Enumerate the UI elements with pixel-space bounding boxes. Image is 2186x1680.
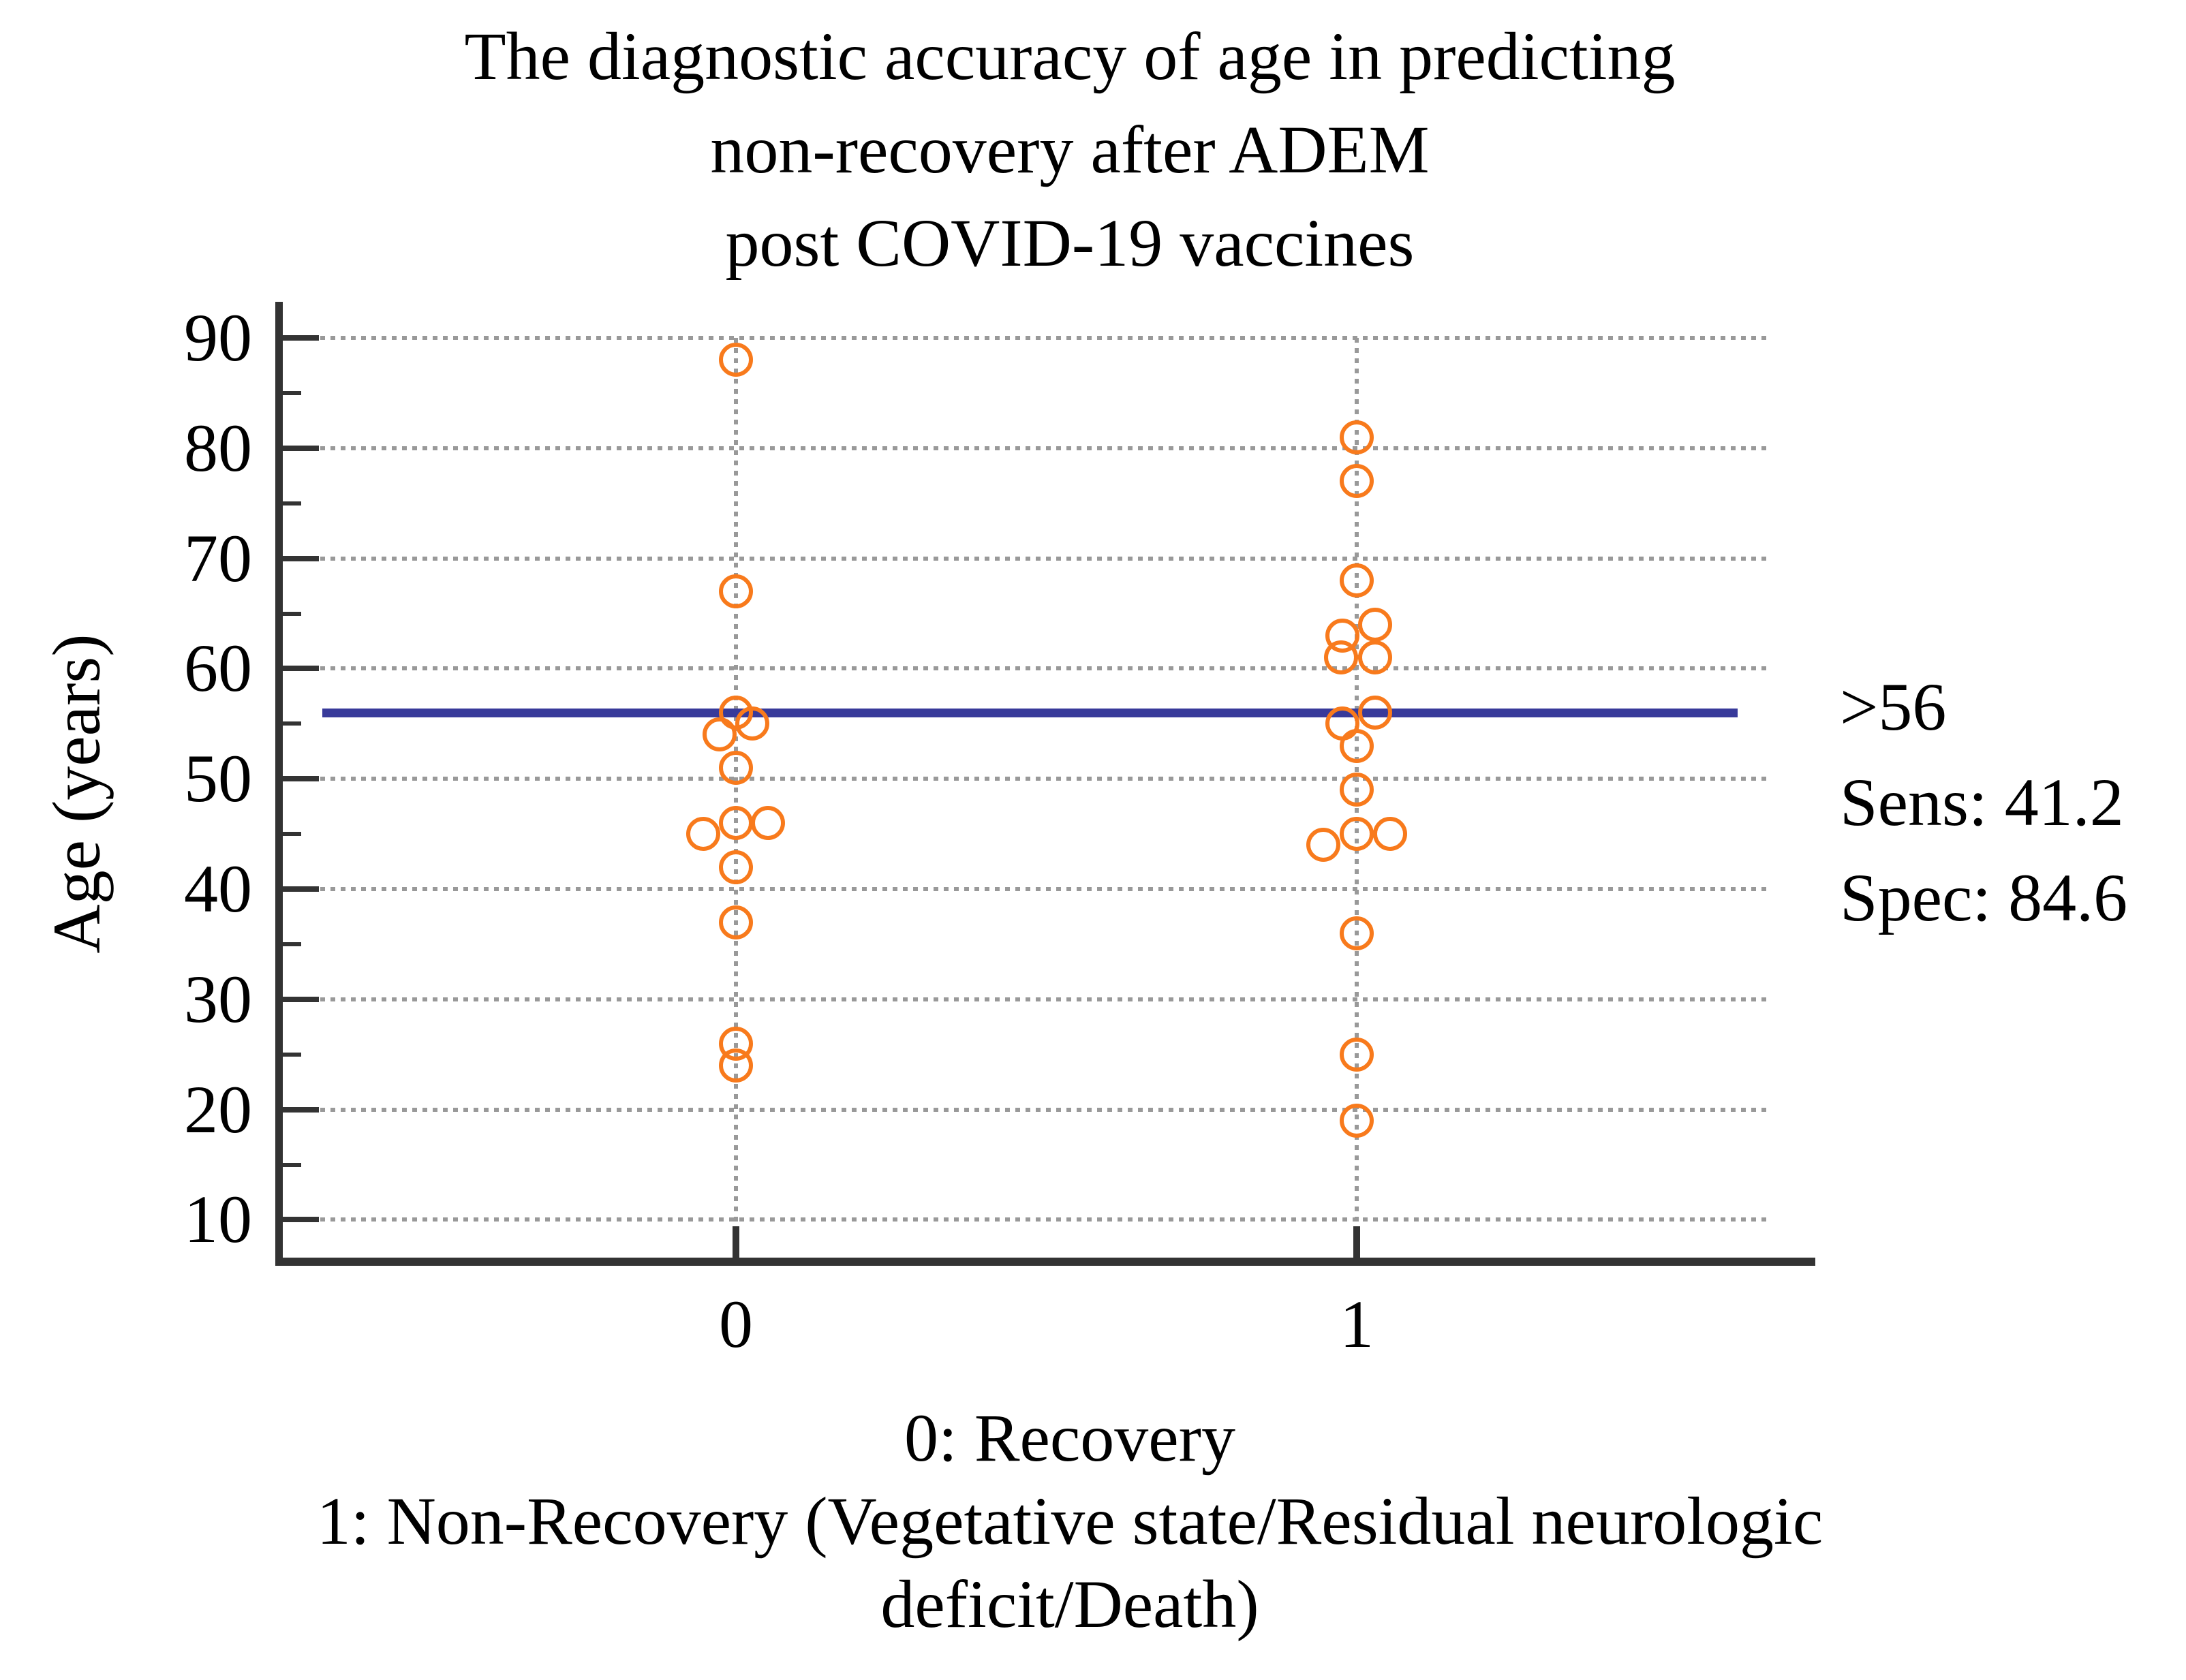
y-major-tick-20: [283, 1106, 319, 1113]
y-tick-label-20: 20: [184, 1071, 252, 1147]
y-minor-tick-35: [283, 942, 301, 946]
data-point: [1340, 464, 1374, 499]
y-minor-tick-15: [283, 1162, 301, 1167]
y-major-tick-70: [283, 555, 319, 561]
y-tick-label-90: 90: [184, 300, 252, 375]
gridline-y-20: [320, 1107, 1766, 1112]
x-tick-label-0: 0: [719, 1286, 753, 1362]
title-line-2: non-recovery after ADEM: [710, 112, 1430, 187]
data-point: [719, 751, 753, 785]
gridline-y-70: [320, 556, 1766, 561]
y-minor-tick-55: [283, 721, 301, 726]
data-point: [1340, 420, 1374, 454]
data-point: [1358, 640, 1392, 675]
legend-line-nonrecovery: 1: Non-Recovery (Vegetative state/Residu…: [316, 1483, 1823, 1559]
sensitivity-label: Sens: 41.2: [1840, 764, 2124, 840]
data-point: [719, 1048, 753, 1083]
x-axis-line: [275, 1258, 1815, 1266]
y-tick-label-30: 30: [184, 961, 252, 1037]
category-legend: 0: Recovery 1: Non-Recovery (Vegetative …: [0, 1397, 2140, 1646]
y-axis-line: [275, 302, 283, 1266]
threshold-line: [322, 709, 1738, 718]
y-minor-tick-65: [283, 611, 301, 616]
gridline-y-80: [320, 446, 1766, 450]
x-tick-label-1: 1: [1340, 1286, 1374, 1362]
data-point: [1373, 817, 1407, 852]
data-point: [1358, 696, 1392, 730]
data-point: [719, 905, 753, 939]
data-point: [1340, 563, 1374, 597]
data-point: [1340, 916, 1374, 950]
data-point: [686, 817, 720, 852]
y-major-tick-10: [283, 1217, 319, 1223]
y-minor-tick-25: [283, 1052, 301, 1057]
y-major-tick-50: [283, 776, 319, 782]
criterion-label: >56: [1840, 669, 1947, 745]
gridline-y-30: [320, 997, 1766, 1001]
y-tick-label-50: 50: [184, 741, 252, 817]
threshold-annotation: >56 Sens: 41.2 Spec: 84.6: [1840, 659, 2127, 946]
legend-line-nonrecovery-cont: deficit/Death): [880, 1566, 1259, 1642]
y-tick-label-40: 40: [184, 851, 252, 927]
data-point: [1358, 607, 1392, 642]
data-point: [703, 717, 737, 752]
y-major-tick-90: [283, 335, 319, 341]
data-point: [719, 805, 753, 840]
data-point: [1340, 728, 1374, 763]
gridline-y-40: [320, 887, 1766, 891]
gridline-y-50: [320, 777, 1766, 781]
y-tick-label-70: 70: [184, 520, 252, 596]
data-point: [719, 850, 753, 884]
y-minor-tick-75: [283, 501, 301, 505]
x-tick-1: [1353, 1226, 1360, 1258]
data-point: [1340, 773, 1374, 807]
y-major-tick-30: [283, 996, 319, 1002]
y-minor-tick-45: [283, 832, 301, 837]
gridline-y-60: [320, 666, 1766, 671]
y-major-tick-80: [283, 445, 319, 451]
gridline-y-10: [320, 1217, 1766, 1222]
legend-line-recovery: 0: Recovery: [904, 1400, 1235, 1476]
chart-title: The diagnostic accuracy of age in predic…: [0, 10, 2140, 290]
y-tick-label-10: 10: [184, 1181, 252, 1258]
specificity-label: Spec: 84.6: [1840, 860, 2128, 935]
gridline-y-90: [320, 336, 1766, 340]
y-tick-label-60: 60: [184, 630, 252, 706]
y-minor-tick-85: [283, 390, 301, 395]
title-line-3: post COVID-19 vaccines: [725, 205, 1415, 281]
y-tick-label-80: 80: [184, 409, 252, 486]
data-point: [1324, 640, 1358, 675]
data-point: [1340, 817, 1374, 852]
y-major-tick-60: [283, 666, 319, 672]
data-point: [1306, 828, 1340, 862]
data-point: [1340, 1103, 1374, 1138]
y-major-tick-40: [283, 886, 319, 892]
data-point: [735, 706, 769, 741]
data-point: [1340, 1037, 1374, 1072]
data-point: [719, 343, 753, 377]
data-point: [719, 574, 753, 609]
data-point: [751, 805, 785, 840]
title-line-1: The diagnostic accuracy of age in predic…: [464, 18, 1676, 94]
x-tick-0: [733, 1226, 739, 1258]
